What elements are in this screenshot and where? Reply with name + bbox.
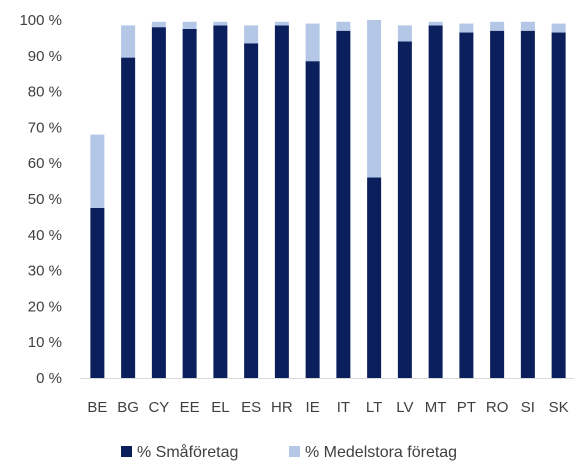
bar-be-series-0 — [90, 207, 105, 378]
legend: % Småföretag % Medelstora företag — [121, 443, 457, 461]
bar-cy-series-0 — [151, 27, 166, 378]
legend-label-small: % Småföretag — [137, 443, 238, 461]
x-tick-label-be: BE — [87, 399, 107, 416]
bar-el-series-0 — [213, 25, 228, 379]
y-tick-label: 0 % — [36, 370, 62, 387]
y-axis: 0 % 10 % 20 % 30 % 40 % 50 % 60 % 70 % 80 % 90 % 1… — [19, 12, 62, 387]
bar-sk-series-1 — [551, 23, 566, 33]
bar-hr-series-0 — [274, 25, 289, 379]
bar-si-series-0 — [520, 30, 535, 379]
bar-ee-series-1 — [182, 21, 197, 29]
x-tick-label-bg: BG — [117, 399, 139, 416]
legend-swatch-medium — [289, 446, 300, 457]
x-tick-label-cy: CY — [148, 399, 169, 416]
bar-pt-series-1 — [459, 23, 474, 33]
y-tick-label: 60 % — [28, 155, 62, 172]
bar-ie-series-0 — [305, 61, 320, 379]
y-tick-label: 70 % — [28, 119, 62, 136]
y-tick-label: 30 % — [28, 263, 62, 280]
y-tick-label: 100 % — [19, 12, 62, 29]
bar-lt-series-0 — [367, 177, 382, 378]
bar-it-series-1 — [336, 21, 351, 31]
bar-lt-series-1 — [367, 20, 382, 178]
legend-entry-small: % Småföretag — [121, 443, 238, 461]
x-tick-label-pt: PT — [457, 399, 476, 416]
bar-hr-series-1 — [274, 21, 289, 26]
y-tick-label: 80 % — [28, 84, 62, 101]
y-tick-label: 40 % — [28, 227, 62, 244]
bar-ro-series-1 — [490, 21, 505, 31]
bar-es-series-1 — [244, 25, 259, 44]
bar-it-series-0 — [336, 30, 351, 379]
bar-mt-series-0 — [428, 25, 443, 379]
x-tick-label-ie: IE — [306, 399, 320, 416]
bar-be-series-1 — [90, 134, 105, 208]
bar-lv-series-0 — [397, 41, 412, 378]
legend-swatch-small — [121, 446, 132, 457]
bar-pt-series-0 — [459, 32, 474, 378]
x-tick-label-sk: SK — [549, 399, 569, 416]
x-tick-label-el: EL — [211, 399, 229, 416]
x-tick-label-es: ES — [241, 399, 261, 416]
y-tick-label: 20 % — [28, 298, 62, 315]
x-tick-label-lt: LT — [366, 399, 382, 416]
bar-ee-series-0 — [182, 28, 197, 378]
bars — [90, 20, 566, 379]
bar-mt-series-1 — [428, 21, 443, 26]
x-tick-label-ro: RO — [486, 399, 509, 416]
bar-ie-series-1 — [305, 23, 320, 62]
legend-entry-medium: % Medelstora företag — [289, 444, 457, 461]
legend-label-medium: % Medelstora företag — [305, 444, 457, 461]
x-tick-label-ee: EE — [180, 399, 200, 416]
bar-sk-series-0 — [551, 32, 566, 378]
y-tick-label: 10 % — [28, 334, 62, 351]
x-tick-label-lv: LV — [396, 399, 413, 416]
x-tick-label-it: IT — [337, 399, 350, 416]
bar-si-series-1 — [520, 21, 535, 31]
x-tick-label-si: SI — [521, 399, 535, 416]
y-tick-label: 50 % — [28, 191, 62, 208]
x-axis: BE BG CY EE EL ES HR IE IT LT LV MT PT RO SI SK — [87, 399, 568, 416]
bar-bg-series-0 — [121, 57, 136, 379]
y-tick-label: 90 % — [28, 48, 62, 65]
x-tick-label-mt: MT — [425, 399, 447, 416]
bar-bg-series-1 — [121, 25, 136, 58]
bar-lv-series-1 — [397, 25, 412, 42]
bar-es-series-0 — [244, 43, 259, 379]
bar-cy-series-1 — [151, 21, 166, 28]
bar-el-series-1 — [213, 21, 228, 26]
bar-ro-series-0 — [490, 30, 505, 379]
x-tick-label-hr: HR — [271, 399, 293, 416]
